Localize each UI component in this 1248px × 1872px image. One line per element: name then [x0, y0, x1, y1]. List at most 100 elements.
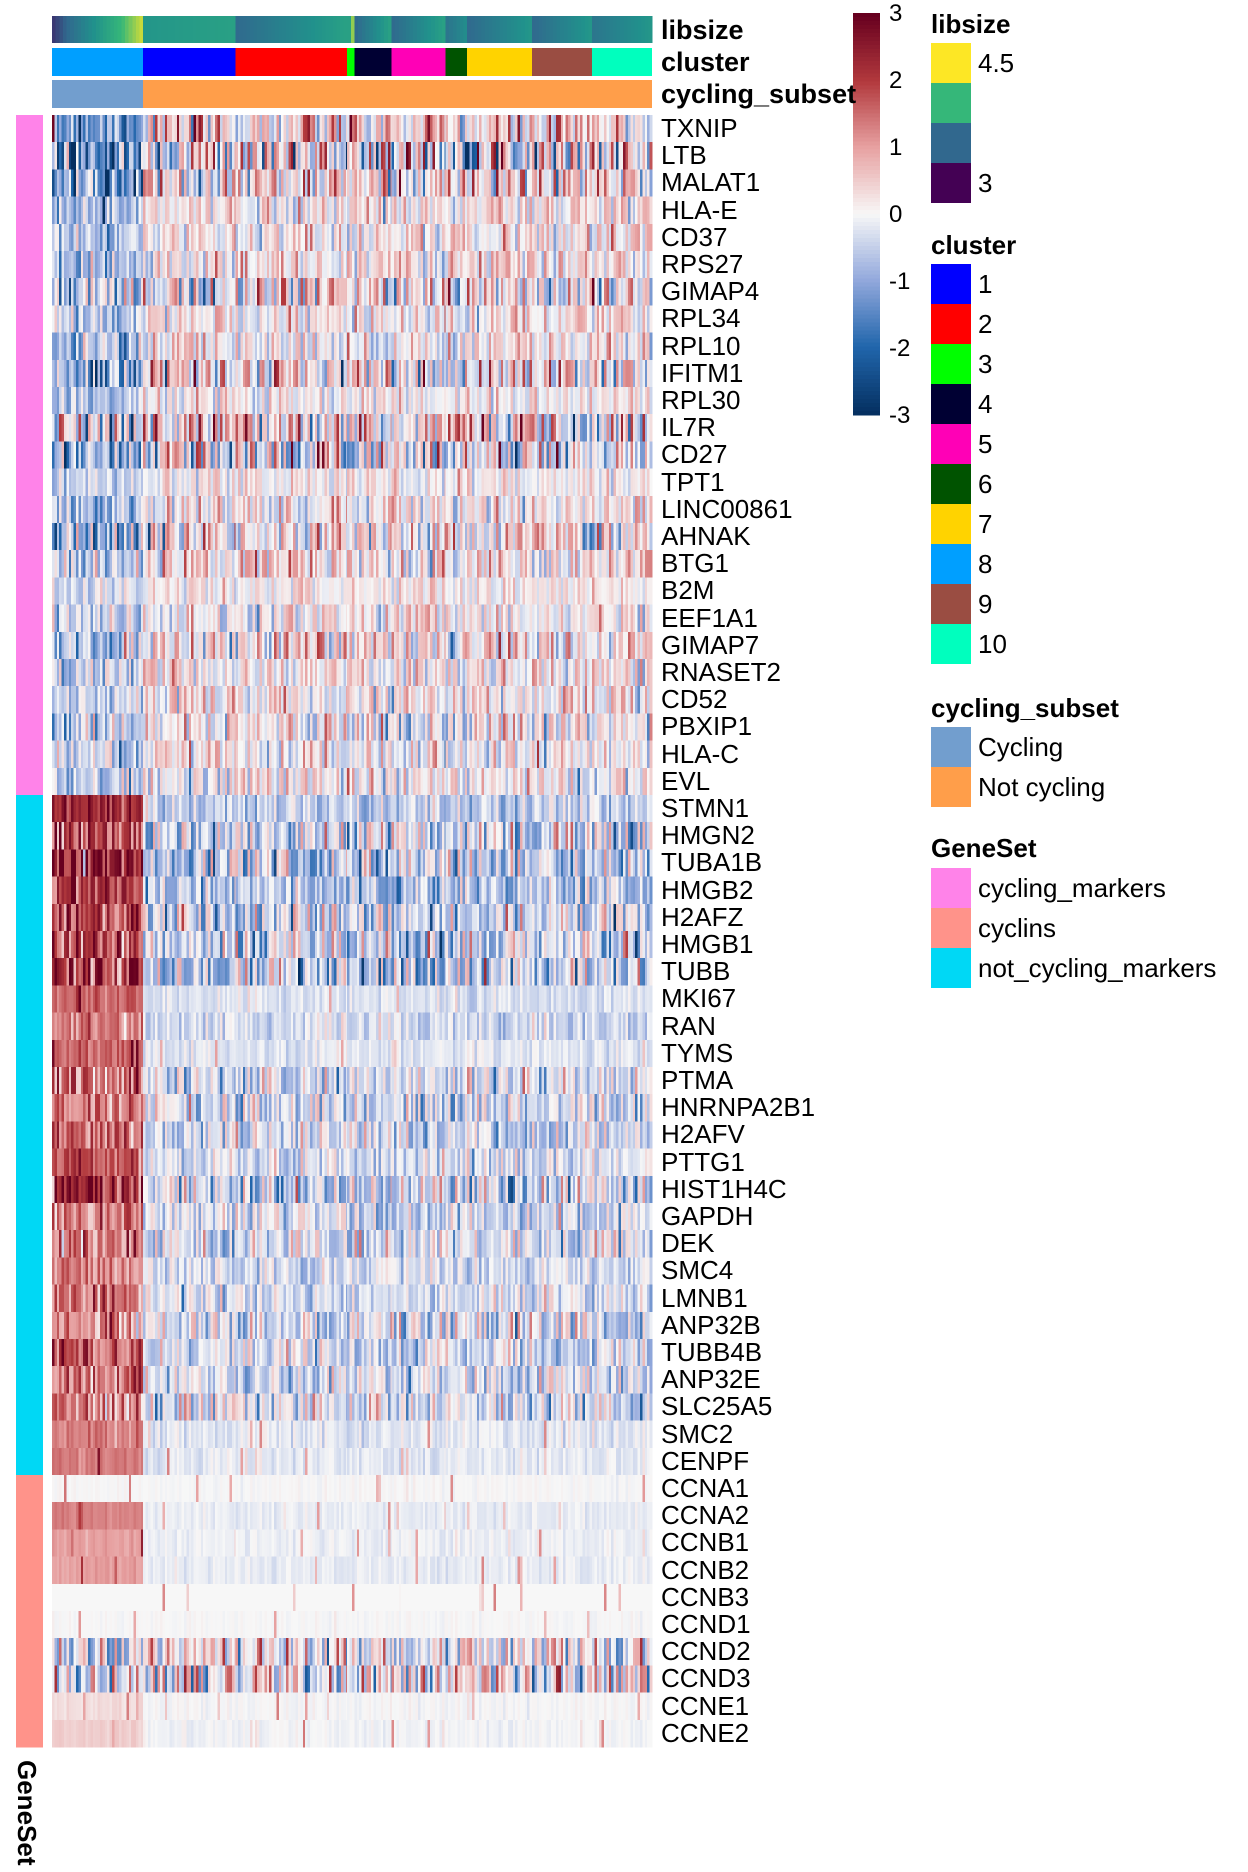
- heatmap-cell: [582, 495, 586, 524]
- heatmap-cell: [314, 495, 318, 524]
- heatmap-cell: [378, 523, 382, 551]
- heatmap-cell: [302, 142, 306, 170]
- heatmap-cell: [245, 142, 248, 170]
- heatmap-cell: [83, 468, 86, 497]
- heatmap-cell: [224, 223, 228, 252]
- heatmap-cell: [486, 223, 490, 252]
- heatmap-cell: [234, 169, 236, 197]
- heatmap-cell: [640, 196, 643, 225]
- heatmap-cell: [481, 577, 485, 605]
- heatmap-cell: [637, 441, 641, 469]
- heatmap-cell: [356, 523, 360, 551]
- heatmap-cell: [97, 305, 101, 333]
- heatmap-cell: [169, 251, 173, 279]
- heatmap-cell: [640, 332, 643, 361]
- heatmap-cell: [520, 332, 523, 361]
- heatmap-cell: [310, 577, 313, 605]
- heatmap-cell: [606, 169, 610, 197]
- heatmap-cell: [157, 251, 161, 279]
- heatmap-cell: [186, 223, 190, 252]
- heatmap-cell: [283, 223, 287, 252]
- heatmap-cell: [544, 495, 547, 524]
- heatmap-cell: [403, 414, 407, 442]
- heatmap-cell: [517, 359, 521, 388]
- heatmap-cell: [418, 577, 421, 605]
- heatmap-cell: [240, 523, 244, 551]
- heatmap-cell: [140, 468, 144, 497]
- heatmap-cell: [61, 332, 65, 361]
- heatmap-cell: [128, 577, 132, 605]
- heatmap-cell: [257, 414, 260, 442]
- heatmap-cell: [124, 332, 127, 361]
- heatmap-cell: [642, 414, 646, 442]
- heatmap-cell: [613, 604, 617, 633]
- heatmap-cell: [628, 495, 631, 524]
- heatmap-cell: [112, 577, 115, 605]
- heatmap-cell: [474, 251, 478, 279]
- heatmap-cell: [238, 278, 241, 306]
- heatmap-cell: [97, 223, 101, 252]
- heatmap-cell: [278, 550, 282, 578]
- heatmap-cell: [635, 332, 638, 361]
- heatmap-cell: [649, 359, 653, 388]
- heatmap-cell: [613, 523, 617, 551]
- heatmap-cell: [116, 169, 120, 197]
- heatmap-cell: [78, 278, 82, 306]
- heatmap-cell: [283, 523, 287, 551]
- heatmap-cell: [64, 577, 67, 605]
- heatmap-cell: [341, 523, 344, 551]
- heatmap-cell: [341, 387, 344, 415]
- heatmap-cell: [517, 523, 521, 551]
- heatmap-cell: [324, 223, 328, 252]
- libsize-cell: [449, 16, 454, 43]
- heatmap-cell: [266, 441, 270, 469]
- heatmap-cell: [448, 169, 451, 197]
- heatmap-cell: [257, 251, 260, 279]
- heatmap-cell: [398, 251, 402, 279]
- heatmap-cell: [85, 387, 89, 415]
- heatmap-cell: [640, 577, 643, 605]
- heatmap-cell: [548, 251, 552, 279]
- heatmap-cell: [613, 359, 617, 388]
- heatmap-cell: [524, 387, 528, 415]
- heatmap-cell: [80, 142, 84, 170]
- heatmap-cell: [462, 278, 466, 306]
- heatmap-cell: [193, 577, 197, 605]
- heatmap-cell: [476, 387, 480, 415]
- heatmap-cell: [298, 169, 301, 197]
- heatmap-cell: [212, 251, 216, 279]
- heatmap-cell: [592, 468, 595, 497]
- heatmap-cell: [276, 577, 280, 605]
- heatmap-cell: [347, 332, 350, 361]
- heatmap-cell: [80, 414, 84, 442]
- heatmap-cell: [188, 550, 192, 578]
- heatmap-cell: [484, 468, 487, 497]
- heatmap-cell: [620, 251, 624, 279]
- heatmap-cell: [319, 196, 323, 225]
- heatmap-cell: [329, 196, 332, 225]
- heatmap-cell: [647, 223, 650, 252]
- heatmap-cell: [121, 604, 125, 633]
- heatmap-cell: [568, 604, 571, 633]
- heatmap-cell: [193, 142, 197, 170]
- heatmap-cell: [264, 115, 268, 143]
- heatmap-cell: [491, 468, 494, 497]
- heatmap-cell: [505, 251, 509, 279]
- heatmap-cell: [227, 523, 230, 551]
- heatmap-cell: [394, 332, 397, 361]
- heatmap-cell: [307, 604, 311, 633]
- heatmap-cell: [257, 387, 260, 415]
- heatmap-cell: [620, 332, 624, 361]
- heatmap-cell: [264, 577, 268, 605]
- heatmap-cell: [254, 251, 258, 279]
- heatmap-cell: [269, 604, 272, 633]
- heatmap-cell: [361, 142, 365, 170]
- heatmap-cell: [160, 387, 163, 415]
- heatmap-cell: [68, 523, 72, 551]
- heatmap-cell: [271, 251, 275, 279]
- heatmap-cell: [628, 305, 631, 333]
- heatmap-cell: [227, 414, 230, 442]
- heatmap-cell: [618, 223, 622, 252]
- heatmap-cell: [112, 196, 115, 225]
- heatmap-cell: [572, 305, 576, 333]
